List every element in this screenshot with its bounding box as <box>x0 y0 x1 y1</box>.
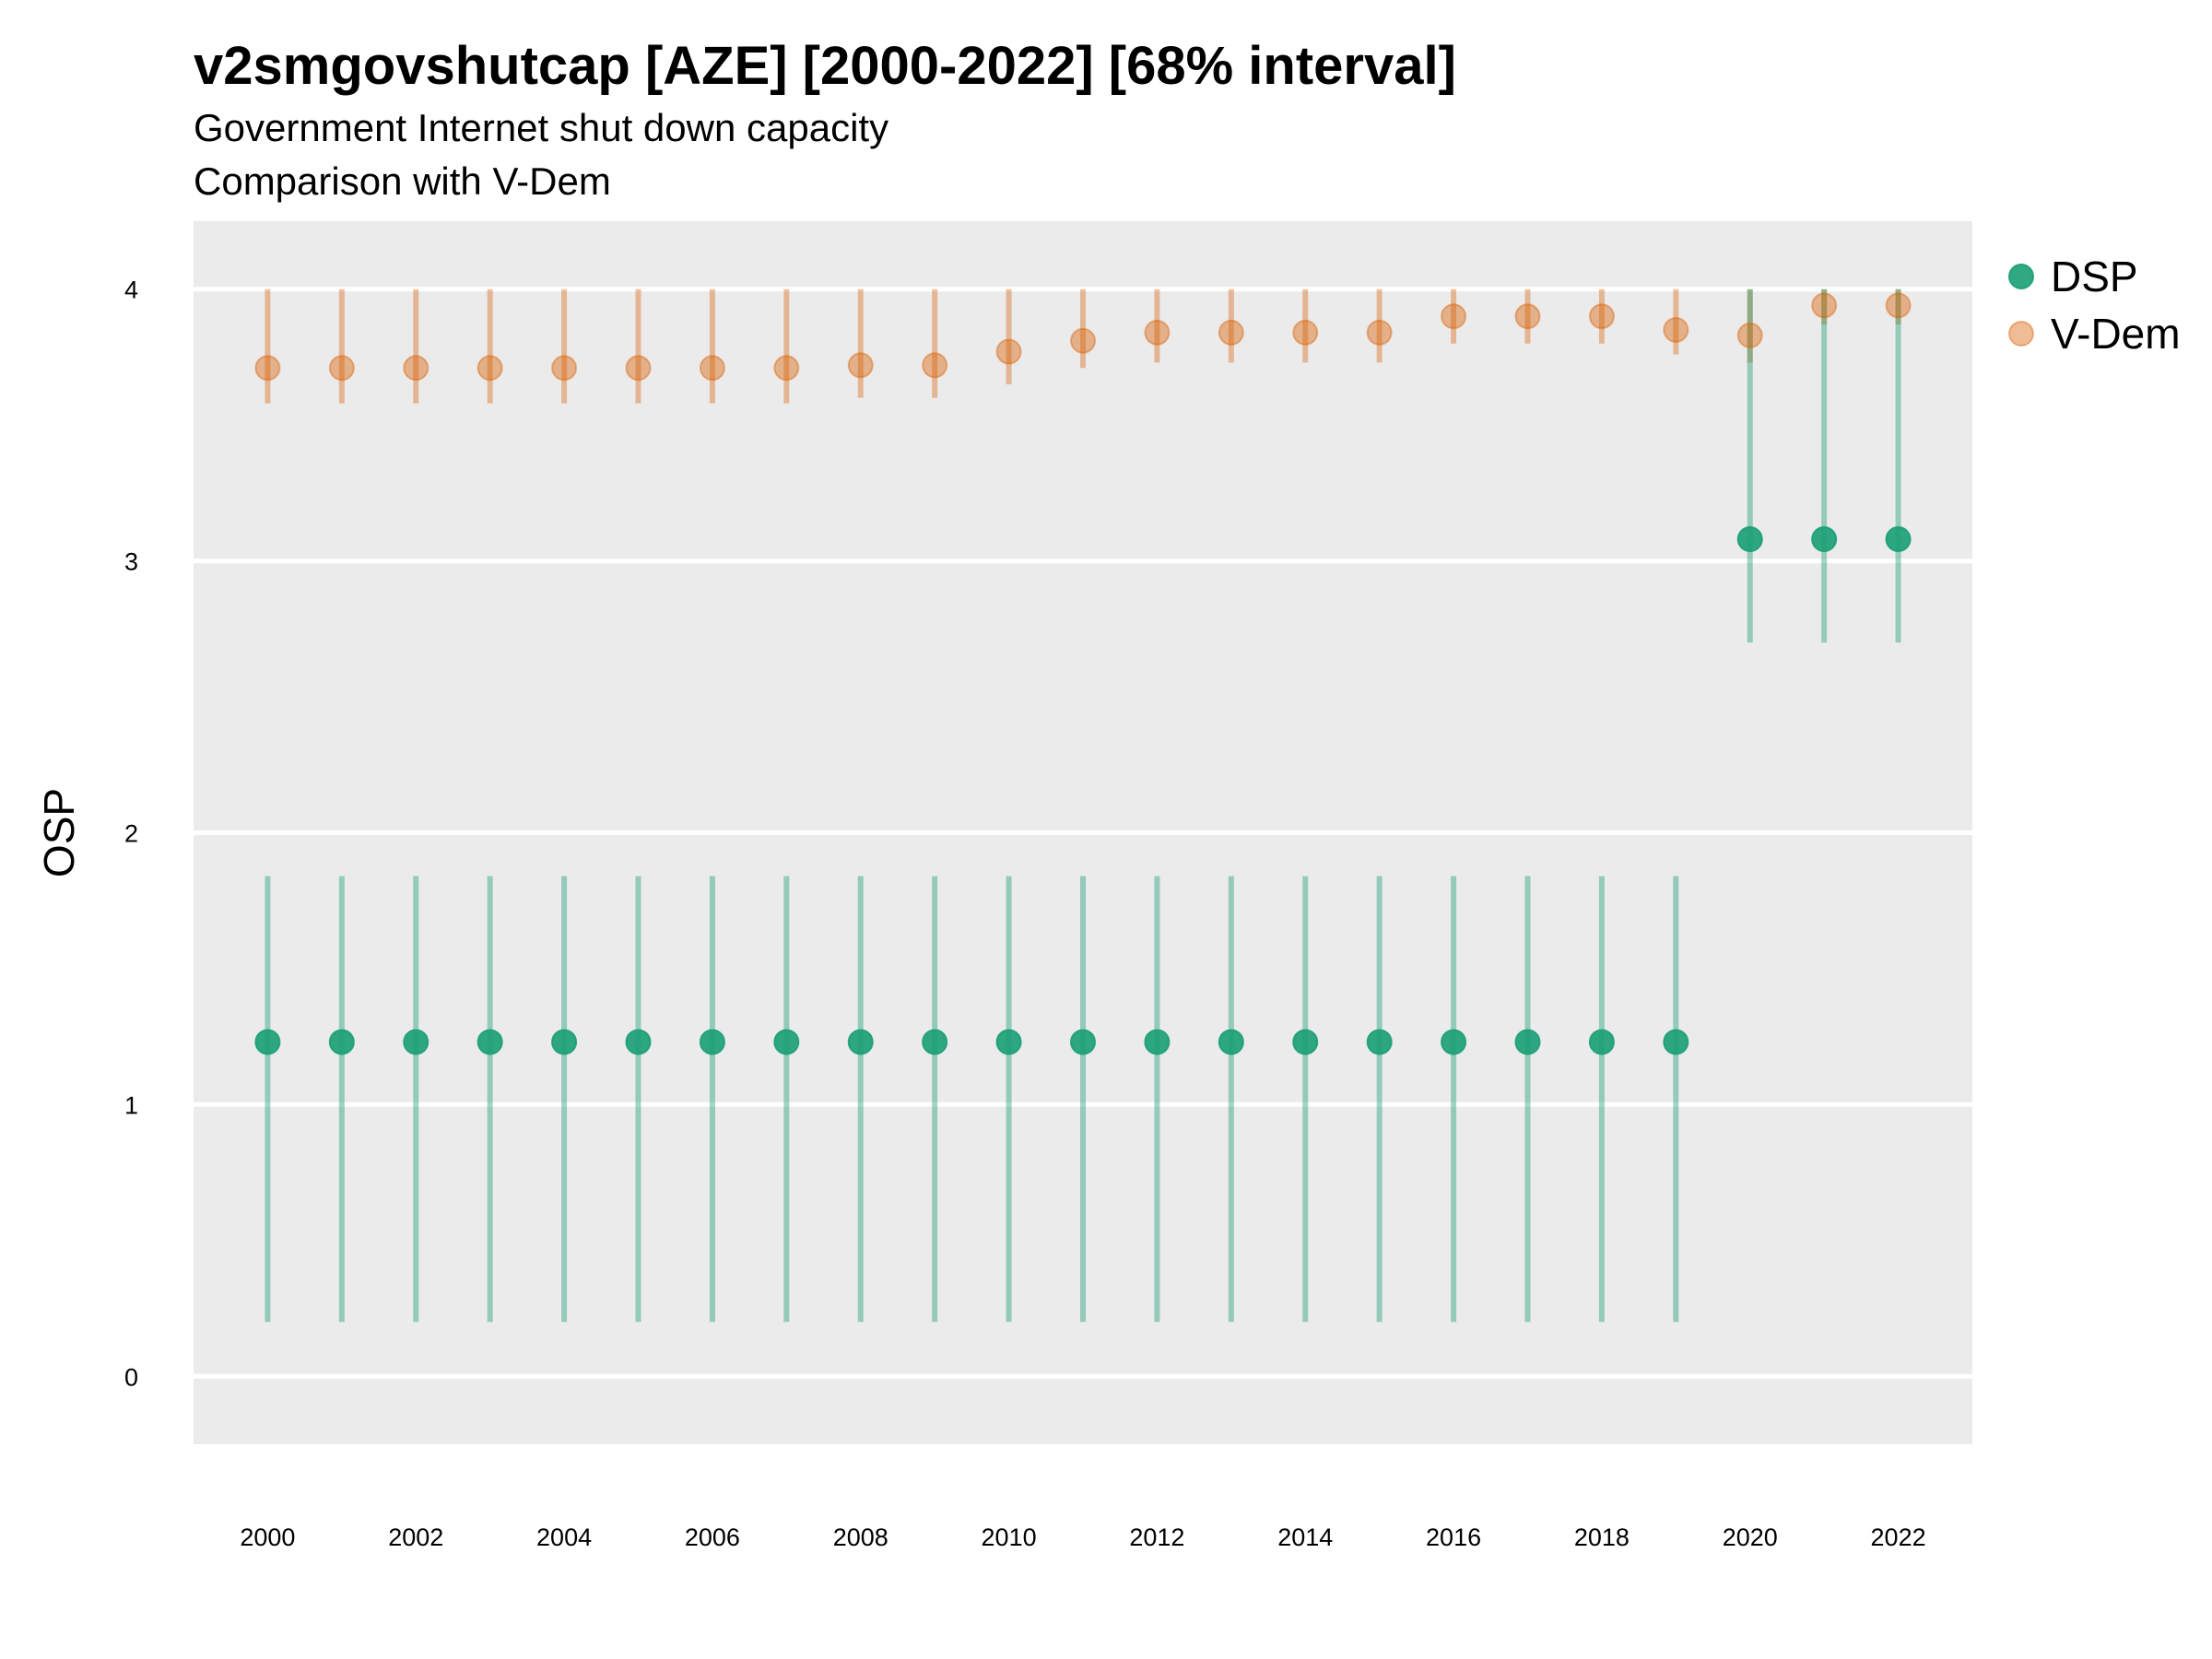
x-tick-label: 2002 <box>388 1524 443 1551</box>
dsp-point <box>1663 1029 1689 1055</box>
vdem-point <box>1070 327 1096 354</box>
vdem-point <box>773 355 800 382</box>
y-tick-label: 1 <box>124 1091 138 1119</box>
chart-subtitle-line2: Comparison with V-Dem <box>194 159 611 203</box>
vdem-point <box>1663 316 1689 343</box>
vdem-point <box>1292 319 1319 346</box>
vdem-point <box>995 338 1022 365</box>
x-tick-label: 2006 <box>685 1524 740 1551</box>
x-tick-label: 2016 <box>1426 1524 1481 1551</box>
x-tick-label: 2018 <box>1574 1524 1630 1551</box>
x-tick-label: 2014 <box>1277 1524 1333 1551</box>
y-axis-label: OSP <box>35 788 83 877</box>
y-tick-labels: 0 1 2 3 4 <box>124 276 138 1392</box>
y-tick-label: 4 <box>124 276 138 304</box>
legend-label-vdem: V-Dem <box>2051 310 2181 358</box>
dsp-point <box>551 1029 578 1055</box>
dsp-point <box>1366 1029 1393 1055</box>
dsp-point <box>1070 1029 1096 1055</box>
legend-key-dsp <box>2008 264 2034 289</box>
x-tick-label: 2022 <box>1871 1524 1926 1551</box>
vdem-point <box>1218 319 1244 346</box>
legend: DSP V-Dem <box>2008 253 2181 358</box>
error-bars <box>265 288 1901 1323</box>
dsp-point <box>922 1029 948 1055</box>
vdem-point <box>1366 319 1393 346</box>
dsp-point <box>1588 1029 1615 1055</box>
dsp-point <box>1218 1029 1244 1055</box>
y-tick-label: 3 <box>124 548 138 576</box>
x-tick-label: 2008 <box>833 1524 888 1551</box>
gridlines <box>194 287 1972 1379</box>
legend-key-vdem <box>2008 321 2034 347</box>
dsp-point <box>1144 1029 1171 1055</box>
vdem-point <box>922 352 948 379</box>
vdem-point <box>1441 303 1467 330</box>
vdem-point <box>1588 303 1615 330</box>
dsp-point <box>773 1029 800 1055</box>
vdem-point <box>847 352 874 379</box>
vdem-point <box>1885 292 1912 319</box>
dsp-point <box>1885 526 1912 553</box>
vdem-point <box>1144 319 1171 346</box>
dsp-point <box>403 1029 429 1055</box>
dsp-point <box>1736 526 1763 553</box>
x-tick-label: 2010 <box>982 1524 1037 1551</box>
x-tick-label: 2012 <box>1129 1524 1184 1551</box>
vdem-point <box>1736 322 1763 348</box>
dsp-point <box>254 1029 281 1055</box>
x-tick-label: 2004 <box>536 1524 592 1551</box>
dsp-point <box>1514 1029 1541 1055</box>
vdem-point <box>1811 292 1838 319</box>
dsp-point <box>1811 526 1838 553</box>
dsp-point <box>847 1029 874 1055</box>
vdem-point <box>254 355 281 382</box>
dsp-point <box>625 1029 652 1055</box>
vdem-point <box>328 355 355 382</box>
x-tick-label: 2000 <box>240 1524 295 1551</box>
dsp-point <box>1441 1029 1467 1055</box>
vdem-point <box>699 355 725 382</box>
y-tick-label: 2 <box>124 820 138 848</box>
x-tick-labels: 2000 2002 2004 2006 2008 2010 2012 2014 2016 2018… <box>240 1524 1925 1551</box>
chart-title: v2smgovshutcap [AZE] [2000-2022] [68% in… <box>194 36 1456 96</box>
x-tick-label: 2020 <box>1723 1524 1778 1551</box>
data-points <box>254 292 1912 1055</box>
vdem-point <box>551 355 578 382</box>
y-tick-label: 0 <box>124 1363 138 1391</box>
vdem-point <box>477 355 503 382</box>
dsp-point <box>699 1029 725 1055</box>
vdem-point <box>625 355 652 382</box>
dsp-point <box>328 1029 355 1055</box>
dsp-point <box>1292 1029 1319 1055</box>
chart-subtitle-line1: Government Internet shut down capacity <box>194 106 889 149</box>
vdem-point <box>1514 303 1541 330</box>
dsp-point <box>995 1029 1022 1055</box>
dsp-point <box>477 1029 503 1055</box>
legend-label-dsp: DSP <box>2051 253 2138 300</box>
vdem-point <box>403 355 429 382</box>
